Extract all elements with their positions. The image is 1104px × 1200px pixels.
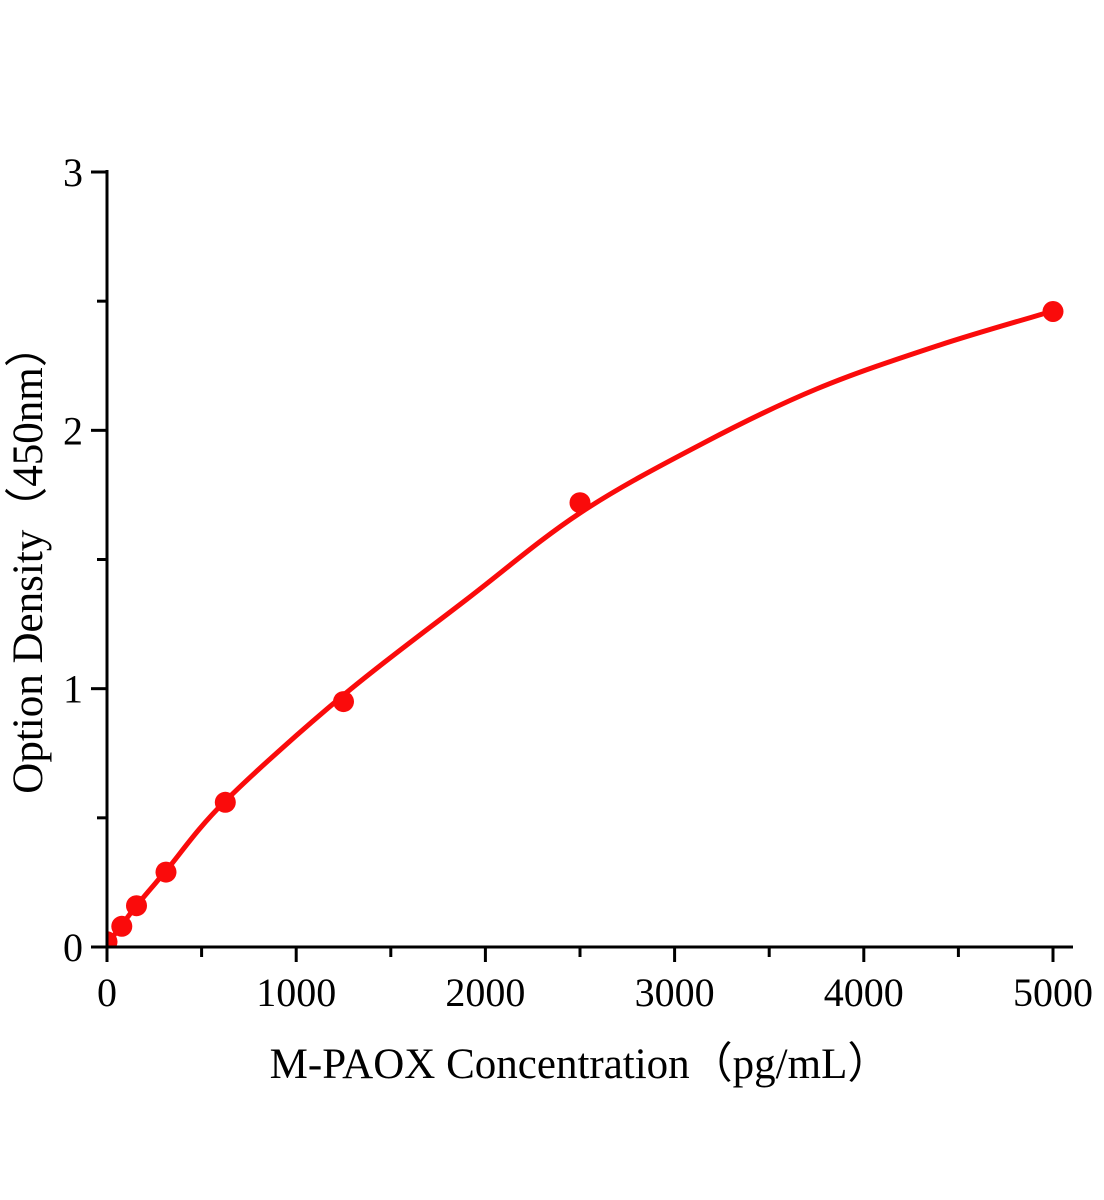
axes [91, 170, 1073, 962]
x-tick-label: 5000 [1013, 970, 1093, 1015]
tick-labels: 0 1000 2000 3000 4000 5000 0 1 2 3 [63, 150, 1093, 1015]
data-point [108, 931, 118, 946]
fitted-curve [108, 308, 1056, 946]
x-axis-title: M-PAOX Concentration（pg/mL） [270, 1041, 891, 1088]
x-tick-label: 2000 [445, 970, 525, 1015]
x-tick-label: 4000 [824, 970, 904, 1015]
data-point [333, 691, 354, 713]
data-point [569, 492, 591, 514]
data-point [111, 915, 133, 937]
y-tick-label: 2 [63, 408, 83, 453]
x-tick-label: 3000 [635, 970, 715, 1015]
y-tick-label: 1 [63, 667, 83, 712]
y-tick-label: 3 [63, 150, 83, 195]
x-tick-label: 0 [97, 970, 117, 1015]
data-point [155, 861, 177, 883]
data-point [214, 791, 236, 813]
data-point [1042, 301, 1064, 322]
y-axis-title: Option Density（450nm） [5, 324, 52, 793]
y-tick-label: 0 [63, 925, 83, 970]
data-point [126, 895, 147, 917]
x-tick-label: 1000 [256, 970, 336, 1015]
data-series [108, 301, 1064, 946]
